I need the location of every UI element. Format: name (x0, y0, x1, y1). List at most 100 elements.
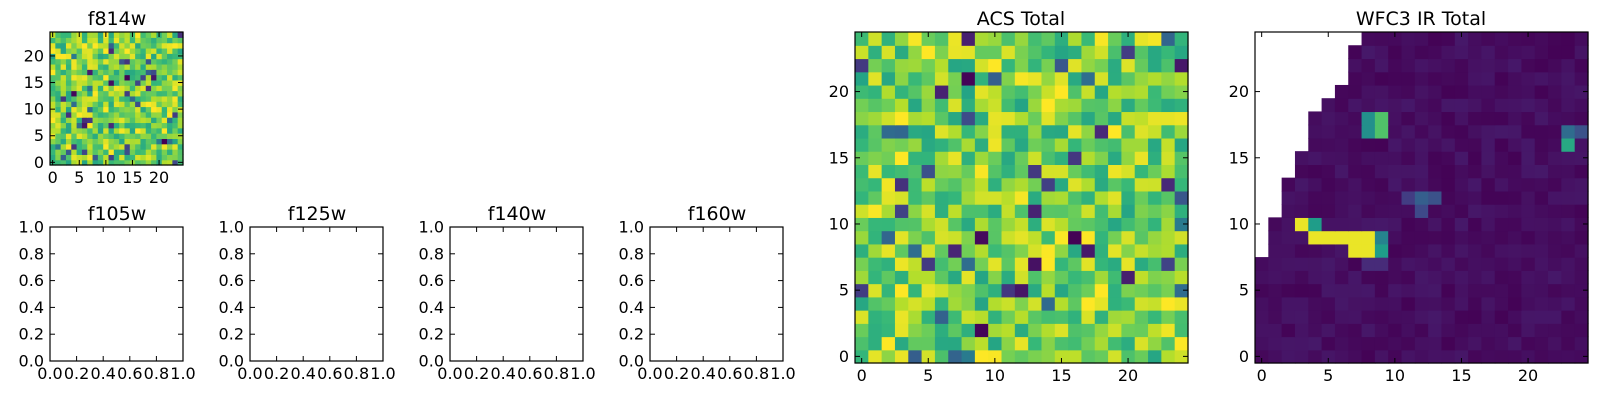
heatmap-cell (1561, 310, 1576, 324)
heatmap-cell (1508, 243, 1522, 258)
heatmap-cell (65, 53, 72, 60)
heatmap-cell (1268, 283, 1283, 298)
heatmap-cell (97, 37, 104, 44)
heatmap-cell (1014, 217, 1029, 232)
heatmap-cell (855, 45, 869, 60)
heatmap-cell (1041, 230, 1056, 245)
heatmap-cell (135, 42, 142, 49)
heatmap-cell (1281, 230, 1296, 245)
heatmap-cell (156, 149, 163, 155)
heatmap-cell (934, 71, 949, 86)
heatmap-cell (161, 63, 168, 70)
heatmap-cell (1028, 137, 1043, 152)
heatmap-cell (855, 164, 869, 179)
heatmap-cell (1561, 336, 1576, 351)
heatmap-cell (1121, 270, 1136, 285)
heatmap-cell (135, 143, 142, 150)
heatmap-cell (908, 151, 923, 165)
heatmap-cell (1388, 310, 1403, 324)
heatmap-cell (108, 90, 115, 97)
heatmap-cell (161, 159, 168, 166)
heatmap-cell (1321, 283, 1336, 298)
heatmap-cell (1574, 137, 1589, 152)
x-tick-label: 0.6 (317, 364, 342, 383)
heatmap-cell (172, 79, 179, 86)
heatmap-cell (103, 154, 110, 161)
heatmap-cell (1014, 243, 1029, 258)
heatmap-cell (1508, 164, 1522, 179)
heatmap-cell (76, 149, 83, 155)
x-tick-label: 0 (48, 168, 58, 187)
heatmap-cell (1108, 270, 1122, 285)
heatmap-cell (1094, 243, 1109, 258)
heatmap-cell (71, 74, 78, 81)
heatmap-cell (97, 63, 104, 70)
heatmap-cell (948, 71, 963, 86)
heatmap-cell (167, 53, 173, 60)
heatmap-cell (1414, 283, 1429, 298)
heatmap-cell (1148, 177, 1162, 192)
heatmap-cell (974, 349, 989, 364)
axes-frame (49, 226, 184, 362)
heatmap-cell (1348, 230, 1363, 245)
heatmap-cell (1148, 217, 1162, 232)
heatmap-cell (140, 95, 147, 102)
heatmap-cell (151, 32, 157, 38)
heatmap-cell (92, 154, 99, 161)
heatmap-cell (894, 204, 909, 218)
heatmap-cell (1441, 124, 1456, 139)
heatmap-cell (87, 117, 94, 124)
heatmap-cell (974, 257, 989, 271)
heatmap-cell (894, 111, 909, 126)
axes-frame (49, 31, 184, 166)
heatmap-cell (1321, 336, 1336, 351)
heatmap-cell (1268, 243, 1283, 258)
heatmap-cell (1494, 336, 1509, 351)
y-tick-label: 10 (1229, 214, 1249, 233)
panel-title: ACS Total (977, 8, 1065, 30)
heatmap-cell (1481, 217, 1496, 232)
heatmap-cell (119, 53, 126, 60)
heatmap-cell (1134, 296, 1149, 311)
heatmap-cell (934, 84, 949, 99)
heatmap-cell (65, 106, 72, 113)
heatmap-cell (71, 47, 78, 54)
heatmap-cell (988, 243, 1003, 258)
heatmap-cell (988, 124, 1003, 139)
heatmap-cell (1374, 190, 1389, 205)
heatmap-cell (1361, 310, 1376, 324)
heatmap-cell (1534, 98, 1549, 113)
heatmap-cell (65, 101, 72, 108)
heatmap-cell (1321, 204, 1336, 218)
heatmap-cell (108, 74, 115, 81)
heatmap-cell (161, 127, 168, 134)
heatmap-cell (1321, 310, 1336, 324)
heatmap-cell (1508, 349, 1522, 364)
heatmap-cell (988, 336, 1003, 351)
heatmap-cell (71, 143, 78, 150)
heatmap-cell (988, 32, 1003, 46)
heatmap-cell (988, 270, 1003, 285)
heatmap-cell (145, 101, 152, 108)
heatmap-cell (1454, 45, 1469, 60)
heatmap-cell (140, 149, 147, 155)
heatmap-cell (103, 42, 110, 49)
heatmap-cell (1441, 257, 1456, 271)
heatmap-cell (1294, 336, 1309, 351)
heatmap-cell (1561, 164, 1576, 179)
heatmap-cell (1028, 164, 1043, 179)
heatmap-cell (974, 45, 989, 60)
heatmap-cell (948, 151, 963, 165)
heatmap-cell (1068, 296, 1083, 311)
heatmap-cell (908, 111, 923, 126)
heatmap-cell (1548, 257, 1562, 271)
heatmap-cell (1174, 124, 1189, 139)
heatmap-cell (894, 58, 909, 73)
heatmap-cell (119, 37, 126, 44)
heatmap-cell (908, 310, 923, 324)
heatmap-cell (1454, 164, 1469, 179)
y-tick-label: 10 (829, 214, 849, 233)
heatmap-cell (1454, 84, 1469, 99)
